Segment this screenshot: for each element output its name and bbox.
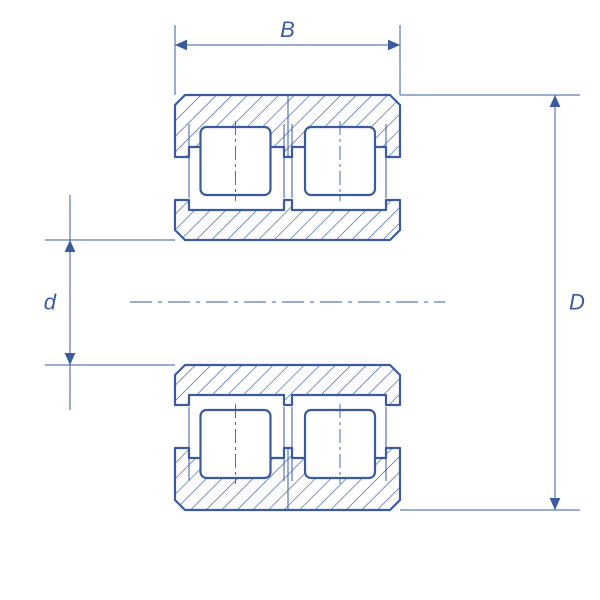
arrowhead [65, 353, 76, 365]
dim-B-label: B [280, 17, 295, 42]
arrowhead [65, 240, 76, 252]
dim-d-label: d [44, 290, 57, 315]
arrowhead [550, 95, 561, 107]
arrowhead [175, 40, 187, 51]
arrowhead [388, 40, 400, 51]
inner-ring-bottom [175, 365, 400, 405]
inner-ring-top [175, 200, 400, 240]
arrowhead [550, 498, 561, 510]
dim-D-label: D [569, 290, 585, 315]
